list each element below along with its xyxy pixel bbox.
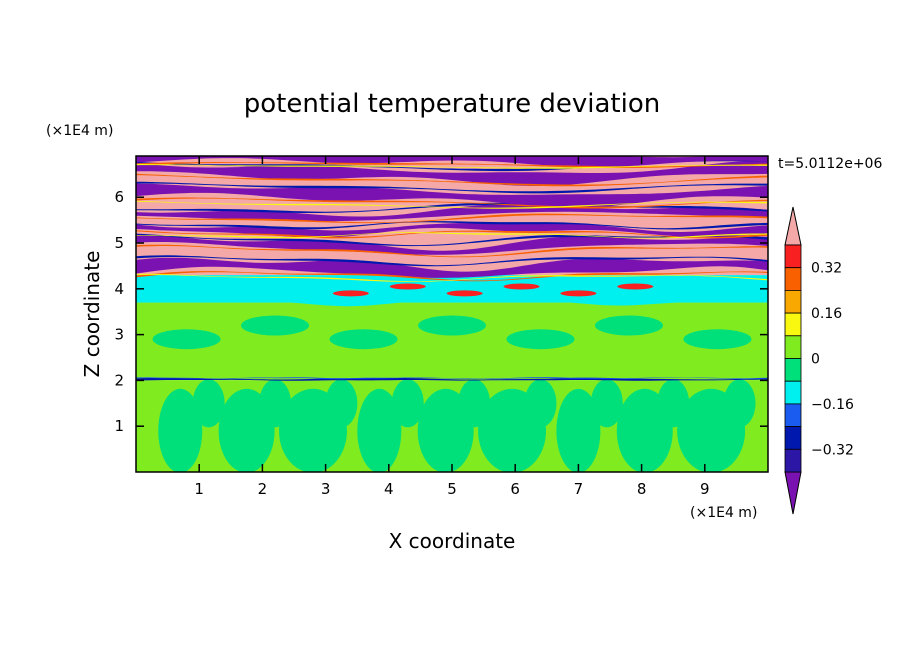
colorbar-swatch xyxy=(784,335,802,359)
field-plume xyxy=(723,379,756,428)
field-purple-layer xyxy=(136,223,768,238)
x-tick-label: 5 xyxy=(447,480,457,498)
field-plume xyxy=(590,379,623,428)
x-tick-label: 6 xyxy=(510,480,520,498)
y-axis: 1 2 3 4 5 6 xyxy=(114,188,768,435)
colorbar-swatch xyxy=(784,312,802,337)
colorbar-tick-label: −0.16 xyxy=(811,397,854,413)
field-red-edge xyxy=(136,230,768,239)
field-yellow-edge xyxy=(136,200,768,209)
y-tick-label: 6 xyxy=(114,188,124,206)
field-blue-edge xyxy=(136,233,768,247)
x-tick-label: 7 xyxy=(574,480,584,498)
colorbar-swatch xyxy=(784,448,802,473)
field-purple-layer xyxy=(136,183,768,209)
colorbar-tick-label: 0.16 xyxy=(811,306,842,322)
field-purple-layer xyxy=(136,234,768,255)
colorbar-swatch xyxy=(784,289,802,314)
colorbar-swatch xyxy=(784,426,802,450)
colorbar-extend-min xyxy=(784,471,802,515)
y-tick-label: 2 xyxy=(114,371,124,389)
x-tick-label: 4 xyxy=(384,480,394,498)
field-blob xyxy=(332,290,369,297)
field-middle-layer xyxy=(136,302,768,381)
x-axis: 1 2 3 4 5 6 7 8 9 xyxy=(194,156,710,498)
field-patch xyxy=(683,329,752,350)
field-red-edge xyxy=(136,244,768,258)
colorbar-tick-label: −0.32 xyxy=(811,442,854,458)
x-tick-label: 9 xyxy=(700,480,710,498)
field-red-edge xyxy=(136,271,768,282)
field-patch xyxy=(241,315,310,336)
field-blue-edge xyxy=(136,221,768,230)
field-plume xyxy=(325,379,358,428)
field-purple-layer xyxy=(136,156,768,168)
colorbar-swatch xyxy=(784,244,802,269)
y-tick-label: 5 xyxy=(114,234,124,252)
colorbar-swatch xyxy=(784,267,802,291)
field-inversion-line xyxy=(136,377,768,380)
x-unit-label: (×1E4 m) xyxy=(690,505,757,521)
y-tick-label: 4 xyxy=(114,280,124,298)
chart-title: potential temperature deviation xyxy=(244,89,660,119)
field-blue-edge xyxy=(136,202,768,213)
x-tick-label: 1 xyxy=(194,480,204,498)
colorbar-swatch xyxy=(784,403,802,427)
field-patch xyxy=(152,329,221,350)
field-blob xyxy=(617,283,654,290)
colorbar-tick-label: 0.32 xyxy=(811,261,842,277)
field-yellow-edge xyxy=(136,232,768,239)
field-patch xyxy=(594,315,663,336)
field-purple-layer xyxy=(136,203,768,222)
plot-area xyxy=(136,149,768,472)
field-patch xyxy=(329,329,398,350)
colorbar-swatch xyxy=(784,380,802,405)
field-patch xyxy=(506,329,575,350)
field-plume xyxy=(556,388,601,472)
field-red-edge xyxy=(136,213,768,224)
field-blob xyxy=(560,290,597,297)
field-yellow-edge xyxy=(136,164,768,169)
y-tick-label: 1 xyxy=(114,417,124,435)
colorbar-tick-label: 0 xyxy=(811,352,820,368)
field-purple-layer xyxy=(136,257,768,278)
colorbar-swatch xyxy=(784,358,802,382)
colorbar: 0.32 0.16 0 −0.16 −0.32 xyxy=(784,206,854,515)
field-red-edge xyxy=(136,197,768,209)
field-streak xyxy=(136,281,768,292)
field-blob xyxy=(446,290,483,297)
field-red-edge xyxy=(136,162,768,168)
x-axis-label: X coordinate xyxy=(389,529,516,553)
field-blob xyxy=(503,283,540,290)
field-blue-edge xyxy=(136,181,768,194)
field-plume xyxy=(357,388,402,472)
y-axis-label: Z coordinate xyxy=(80,251,104,378)
y-tick-label: 3 xyxy=(114,326,124,344)
field-blob xyxy=(389,283,426,290)
x-tick-label: 2 xyxy=(258,480,268,498)
field-blue-edge xyxy=(136,255,768,267)
field-blue-edge xyxy=(136,149,768,156)
field-plume xyxy=(192,379,225,428)
field-plume xyxy=(524,379,557,428)
y-unit-label: (×1E4 m) xyxy=(46,123,113,139)
x-tick-label: 3 xyxy=(321,480,331,498)
field-plume xyxy=(158,388,203,472)
colorbar-extend-max xyxy=(784,206,802,246)
x-tick-label: 8 xyxy=(637,480,647,498)
time-label: t=5.0112e+06 xyxy=(778,156,882,172)
field-patch xyxy=(418,315,486,336)
field-yellow-edge xyxy=(136,273,768,282)
field-plume xyxy=(391,379,424,428)
field-streak xyxy=(136,295,768,307)
